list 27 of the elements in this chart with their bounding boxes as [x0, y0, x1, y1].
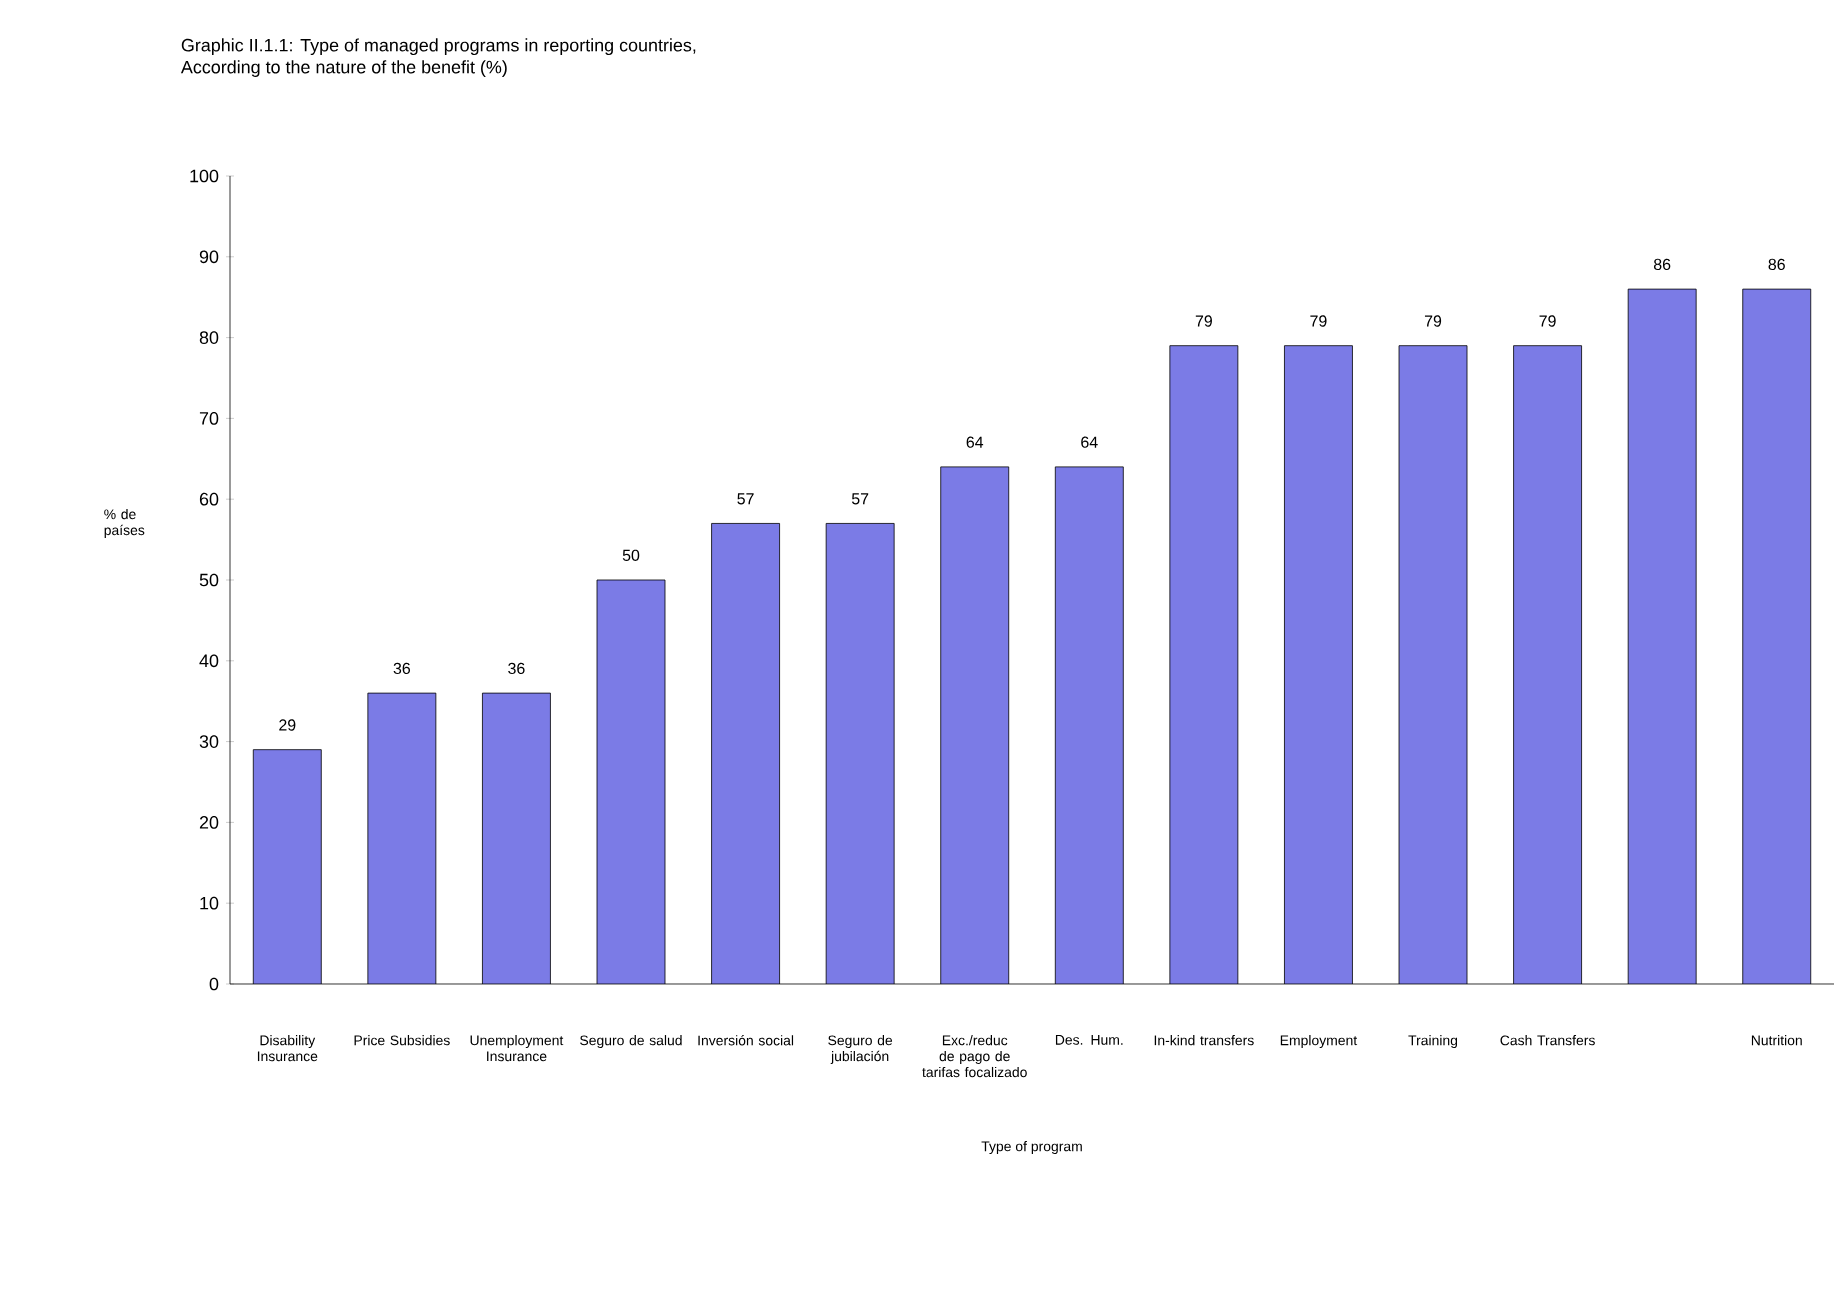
- bar: [940, 466, 1010, 984]
- bar: [252, 749, 322, 984]
- y-tick-label: 60: [199, 492, 219, 506]
- bar: [1284, 345, 1353, 984]
- y-tick-label: 70: [199, 412, 219, 425]
- bar: [711, 523, 780, 984]
- bar: [367, 692, 437, 984]
- y-tick-label: 10: [200, 896, 219, 910]
- y-tick-label: 80: [199, 331, 219, 344]
- y-tick-label: 100: [190, 169, 219, 183]
- y-tick-label: 50: [199, 573, 219, 587]
- y-tick-label: 30: [199, 735, 219, 748]
- chart-title: Graphic II.1.1: Type of managed programs in reporting countries,: [181, 38, 696, 56]
- bar: [825, 523, 895, 984]
- bar: [1513, 345, 1582, 984]
- y-tick-label: 40: [199, 654, 219, 668]
- bar: [1169, 345, 1239, 984]
- y-tick-label: 20: [199, 816, 219, 829]
- bar: [1054, 466, 1124, 984]
- bar: [596, 579, 666, 984]
- bar: [1742, 288, 1812, 984]
- y-tick-label: 90: [199, 250, 219, 264]
- bar: [482, 692, 551, 984]
- bar: [1627, 288, 1697, 984]
- chart-subtitle: According to the nature of the benefit (%): [180, 60, 507, 77]
- bar: [1398, 345, 1468, 984]
- y-tick-label: 0: [209, 977, 219, 991]
